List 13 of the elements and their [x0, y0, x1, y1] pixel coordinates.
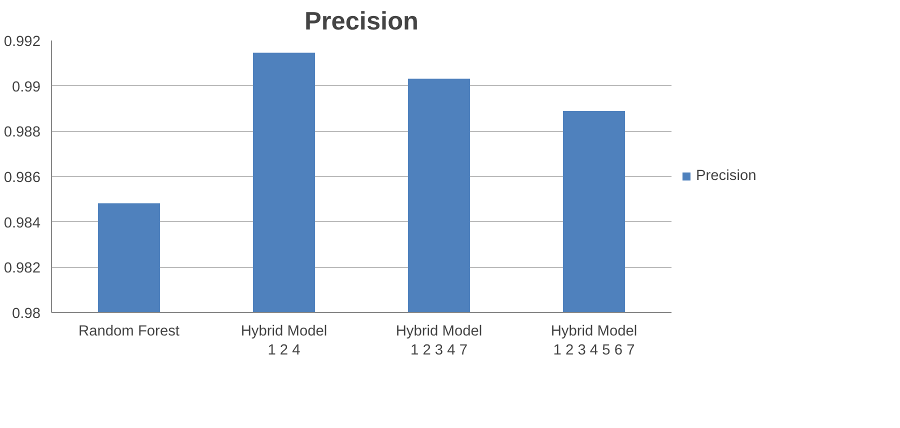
x-tick-label: Hybrid Model 1 2 3 4 5 6 7	[550, 324, 638, 359]
legend-label: Precision	[696, 168, 756, 184]
chart-title: Precision	[304, 8, 419, 36]
y-tick-label: 0.992	[4, 34, 41, 50]
x-tick-label: Hybrid Model 1 2 3 4 7	[396, 324, 482, 359]
x-tick-label: Random Forest	[78, 324, 180, 340]
y-tick-label: 0.986	[4, 170, 41, 186]
y-tick-label: 0.99	[12, 79, 41, 96]
x-tick-label: Hybrid Model 1 2 4	[240, 324, 328, 359]
y-tick-label: 0.984	[4, 215, 41, 232]
y-tick-label: 0.988	[4, 124, 41, 141]
y-tick-label: 0.982	[4, 260, 41, 277]
y-tick-label: 0.98	[12, 306, 41, 322]
